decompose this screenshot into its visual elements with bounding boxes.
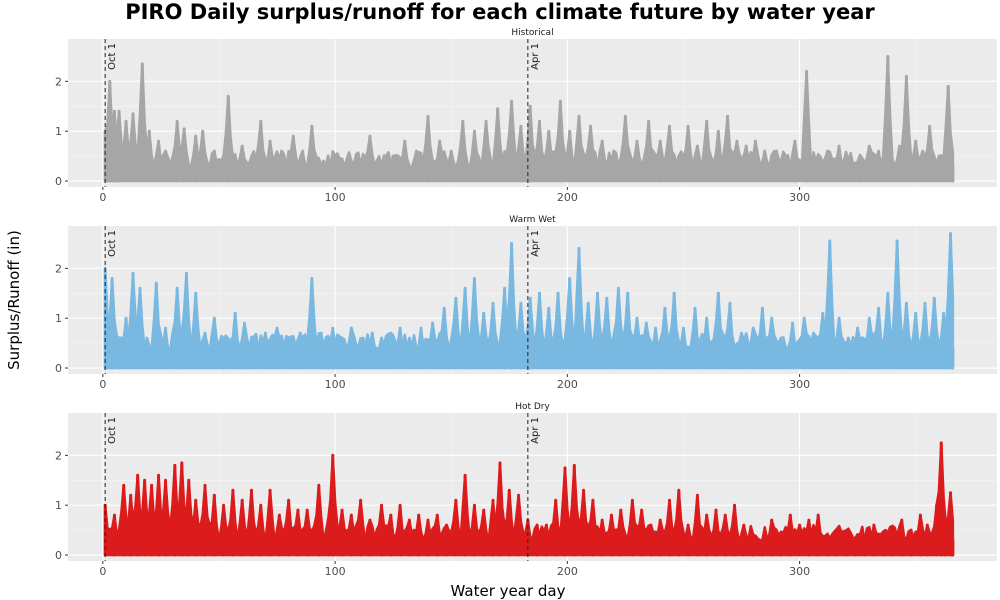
marker-label: Apr 1 [530, 43, 541, 70]
x-tick-label: 100 [325, 378, 346, 391]
x-tick-label: 200 [557, 565, 578, 578]
y-tick-label: 2 [55, 449, 62, 462]
marker-label: Oct 1 [107, 417, 118, 444]
x-tick-label: 300 [789, 565, 810, 578]
marker-label: Oct 1 [107, 43, 118, 70]
y-tick-label: 0 [55, 175, 62, 188]
x-axis-label: Water year day [450, 582, 566, 600]
x-tick-label: 100 [325, 565, 346, 578]
panel-historical: Historical Oct 1 Apr 1 0 1 2 0 100 200 300 [55, 28, 997, 204]
x-tick-label: 0 [99, 565, 106, 578]
y-tick-label: 1 [55, 312, 62, 325]
y-tick-label: 0 [55, 549, 62, 562]
y-axis-label: Surplus/Runoff (in) [5, 230, 23, 370]
series-hot-dry [103, 441, 955, 557]
marker-label: Apr 1 [530, 417, 541, 444]
x-tick-label: 300 [789, 191, 810, 204]
x-tick-label: 0 [99, 191, 106, 204]
x-tick-label: 100 [325, 191, 346, 204]
chart-title: PIRO Daily surplus/runoff for each clima… [125, 0, 875, 24]
x-tick-label: 200 [557, 378, 578, 391]
panel-warm-wet: Warm Wet Oct 1 Apr 1 0 1 2 0 100 200 300 [55, 215, 997, 391]
x-tick-label: 200 [557, 191, 578, 204]
panel-strip-label: Hot Dry [515, 402, 550, 412]
marker-label: Oct 1 [107, 230, 118, 257]
y-tick-label: 1 [55, 499, 62, 512]
y-tick-label: 2 [55, 262, 62, 275]
y-tick-label: 1 [55, 125, 62, 138]
x-tick-label: 300 [789, 378, 810, 391]
panel-strip-label: Warm Wet [509, 215, 556, 225]
marker-label: Apr 1 [530, 230, 541, 257]
panel-hot-dry: Hot Dry Oct 1 Apr 1 0 1 2 0 100 200 300 [55, 402, 997, 578]
panel-strip-label: Historical [511, 28, 553, 38]
y-tick-label: 2 [55, 75, 62, 88]
x-tick-label: 0 [99, 378, 106, 391]
y-tick-label: 0 [55, 362, 62, 375]
